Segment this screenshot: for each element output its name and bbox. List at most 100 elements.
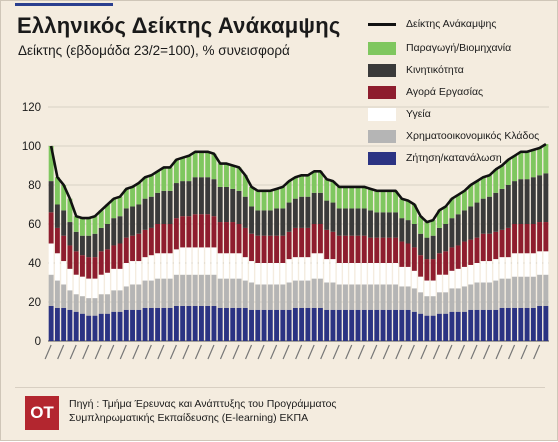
bar-segment-production (299, 175, 305, 197)
bar-segment-finance (374, 284, 380, 310)
bar-segment-mobility (436, 227, 442, 254)
bar-segment-labor (86, 257, 92, 279)
bar-segment-demand (543, 305, 549, 341)
bar-segment-finance (230, 278, 236, 308)
bar-segment-labor (474, 237, 480, 263)
bar-segment-production (480, 177, 486, 199)
bar-segment-production (474, 181, 480, 203)
bar-segment-labor (80, 255, 85, 277)
x-tick-mark (482, 344, 491, 360)
bar-segment-health (54, 253, 60, 281)
bar-segment-production (198, 151, 204, 178)
bar-segment-finance (211, 274, 217, 306)
bar-segment-finance (405, 286, 411, 310)
bar-segment-labor (336, 235, 342, 263)
y-tick-label: 40 (28, 258, 41, 270)
bar-segment-health (380, 263, 386, 285)
legend-item-health: Υγεία (368, 107, 431, 121)
bar-segment-health (343, 263, 348, 285)
bar-segment-finance (123, 286, 129, 310)
bar-segment-health (48, 243, 54, 275)
bar-segment-health (505, 257, 511, 279)
bar-segment-production (468, 185, 474, 207)
bar-segment-finance (161, 278, 167, 308)
bar-segment-labor (505, 227, 511, 258)
bar-segment-production (148, 175, 154, 197)
y-tick-label: 120 (22, 102, 41, 114)
bar-segment-mobility (330, 202, 336, 232)
bar-segment-labor (173, 218, 179, 250)
bar-segment-mobility (224, 186, 229, 223)
accent-bar (15, 3, 113, 6)
bar-segment-health (443, 274, 449, 293)
bar-segment-finance (130, 284, 135, 310)
bar-segment-labor (305, 227, 311, 258)
bar-segment-finance (317, 278, 323, 308)
x-tick-mark (94, 344, 102, 360)
bar-segment-finance (217, 278, 223, 308)
bar-segment-labor (455, 245, 461, 269)
bar-segment-health (224, 253, 229, 279)
bar-segment-health (167, 253, 173, 279)
bar-segment-finance (355, 284, 361, 310)
bar-segment-labor (105, 249, 110, 273)
bar-segment-health (430, 280, 436, 297)
bar-segment-health (211, 247, 217, 275)
bar-segment-health (73, 274, 79, 295)
bar-segment-mobility (317, 192, 323, 224)
bar-segment-mobility (355, 208, 361, 236)
bar-segment-demand (48, 305, 54, 341)
bar-segment-production (336, 186, 342, 209)
bar-segment-health (217, 253, 223, 279)
bar-segment-demand (249, 309, 254, 341)
bar-segment-mobility (393, 212, 399, 238)
bar-segment-demand (537, 305, 543, 341)
legend-item-mobility: Κινητικότητα (368, 63, 464, 77)
bar-segment-mobility (311, 192, 317, 224)
legend-label: Χρηματοοικονομικός Κλάδος (406, 130, 540, 142)
footer-divider (15, 387, 545, 388)
bar-segment-mobility (205, 177, 211, 215)
bar-segment-demand (405, 309, 411, 341)
x-tick-mark (332, 344, 340, 360)
bar-segment-mobility (374, 212, 380, 238)
x-tick-mark (395, 344, 403, 360)
bar-segment-demand (324, 309, 330, 341)
bar-segment-labor (249, 233, 254, 262)
bar-segment-finance (324, 282, 330, 310)
bar-segment-demand (217, 307, 223, 341)
bar-segment-finance (499, 278, 505, 308)
bar-segment-demand (130, 309, 135, 341)
bar-segment-mobility (98, 227, 104, 252)
bar-segment-labor (274, 235, 280, 263)
bar-segment-production (524, 151, 530, 180)
bar-segment-finance (336, 284, 342, 310)
bar-segment-labor (261, 235, 267, 263)
bar-segment-production (493, 169, 499, 193)
x-tick-mark (257, 344, 265, 360)
bar-segment-mobility (236, 190, 242, 224)
bar-segment-labor (368, 237, 373, 263)
bar-segment-production (436, 210, 442, 228)
bars (48, 144, 549, 341)
bar-segment-labor (436, 253, 442, 275)
bar-segment-health (117, 268, 123, 291)
bar-segment-health (487, 261, 492, 283)
bar-segment-health (386, 263, 392, 285)
bar-segment-mobility (48, 181, 54, 213)
bar-segment-health (330, 259, 336, 283)
bar-segment-production (161, 167, 167, 191)
bar-segment-health (474, 263, 480, 283)
bar-segment-production (443, 206, 449, 224)
bar-segment-health (324, 259, 330, 283)
bar-segment-mobility (73, 231, 79, 252)
bar-segment-labor (374, 237, 380, 263)
bar-segment-health (192, 247, 198, 275)
bar-segment-production (249, 186, 254, 207)
bar-segment-health (349, 263, 355, 285)
bar-segment-health (274, 263, 280, 285)
bar-segment-production (361, 186, 367, 209)
bar-segment-mobility (299, 196, 305, 228)
bar-segment-demand (255, 309, 261, 341)
bar-segment-labor (330, 231, 336, 260)
